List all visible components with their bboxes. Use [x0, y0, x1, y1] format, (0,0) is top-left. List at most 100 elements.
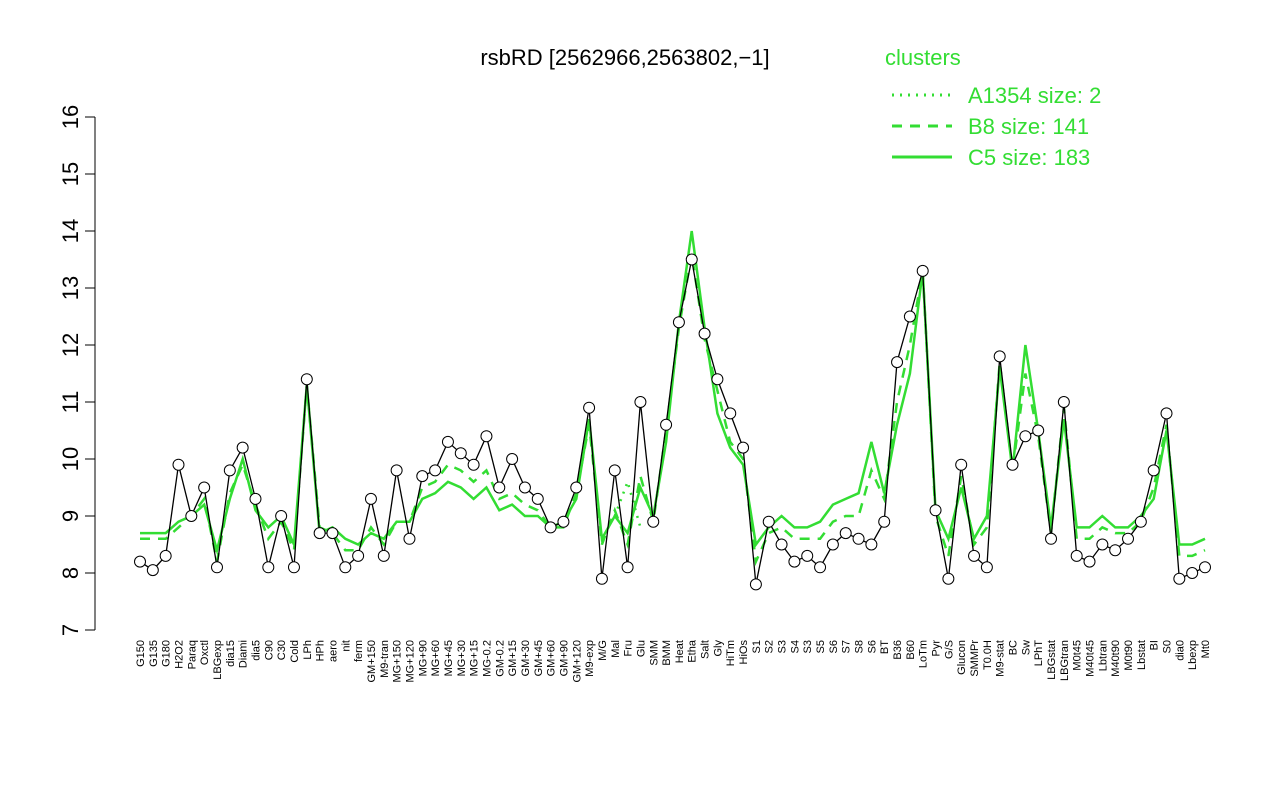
data-point	[1057, 396, 1070, 408]
data-point	[595, 572, 608, 585]
x-tick-label: Glu	[635, 640, 647, 657]
data-point	[236, 441, 249, 454]
data-point	[1186, 567, 1199, 579]
data-point	[159, 549, 172, 562]
y-tick-label: 8	[58, 567, 83, 579]
x-tick-label: Diami	[238, 640, 250, 668]
data-point	[608, 464, 621, 477]
y-tick-label: 16	[58, 105, 83, 129]
x-tick-label: M0t45	[1072, 640, 1084, 671]
x-tick-label: Mal	[610, 640, 622, 658]
x-tick-label: LBGexp	[212, 640, 224, 680]
x-tick-label: Paraq	[186, 640, 198, 669]
data-point	[916, 264, 929, 277]
x-tick-label: LoTm	[918, 640, 930, 668]
x-tick-label: S1	[751, 640, 763, 653]
data-point	[852, 532, 865, 545]
x-tick-label: MG-0.2	[481, 640, 493, 677]
data-point	[557, 515, 570, 528]
data-point	[377, 549, 390, 562]
data-point	[1199, 561, 1211, 574]
data-point	[339, 561, 352, 574]
data-point	[1083, 555, 1096, 568]
data-point	[711, 373, 724, 386]
x-tick-label: HiTm	[725, 640, 737, 666]
x-tick-label: Glucon	[956, 640, 968, 675]
x-tick-label: T0.0H	[982, 640, 994, 670]
data-point	[287, 561, 300, 574]
x-tick-label: LPhT	[1033, 640, 1045, 667]
x-tick-label: M40t45	[1085, 640, 1097, 677]
x-tick-label: GM+150	[366, 640, 378, 683]
data-point	[1173, 572, 1186, 585]
legend-label: B8 size: 141	[968, 114, 1089, 139]
data-point	[814, 561, 827, 574]
x-tick-label: B36	[892, 640, 904, 660]
legend-title: clusters	[885, 45, 961, 70]
data-point	[968, 549, 981, 562]
x-tick-label: G/S	[943, 640, 955, 659]
data-point	[826, 538, 839, 551]
x-tick-label: BI	[1149, 640, 1161, 650]
y-tick-label: 7	[58, 624, 83, 636]
data-point	[1109, 544, 1122, 557]
data-point	[865, 538, 878, 551]
data-point	[929, 504, 942, 517]
data-point	[775, 538, 788, 551]
data-point	[146, 564, 159, 577]
x-tick-label: Gly	[712, 640, 724, 657]
y-tick-label: 10	[58, 447, 83, 471]
data-point	[724, 407, 737, 420]
x-tick-label: LBGstat	[1046, 640, 1058, 680]
data-point	[416, 470, 429, 483]
x-tick-label: GM-0.2	[494, 640, 506, 677]
y-tick-label: 12	[58, 333, 83, 357]
x-tick-label: S4	[789, 640, 801, 653]
data-point	[364, 492, 377, 505]
data-point	[839, 527, 852, 540]
x-tick-label: B60	[905, 640, 917, 660]
x-tick-label: GM+60	[546, 640, 558, 676]
x-tick-label: LBGtran	[1059, 640, 1071, 681]
x-tick-label: HPh	[315, 640, 327, 661]
legend-label: A1354 size: 2	[968, 83, 1101, 108]
data-point	[172, 458, 185, 471]
data-point	[249, 492, 262, 505]
x-tick-label: H2O2	[173, 640, 185, 669]
x-tick-label: Lbexp	[1187, 640, 1199, 670]
data-point	[210, 561, 223, 574]
x-tick-label: G135	[148, 640, 160, 667]
data-point	[634, 396, 647, 408]
x-tick-label: nit	[340, 640, 352, 652]
data-point	[506, 453, 519, 465]
data-point	[275, 510, 288, 522]
data-point	[1006, 458, 1019, 471]
y-tick-label: 11	[58, 391, 83, 414]
x-tick-label: HiOs	[738, 640, 750, 665]
data-point	[1147, 464, 1160, 477]
data-point	[1070, 549, 1083, 562]
x-tick-label: MG+30	[456, 640, 468, 676]
line	[140, 230, 1206, 556]
legend-label: C5 size: 183	[968, 145, 1090, 170]
x-tick-label: S0	[1162, 640, 1174, 653]
x-tick-label: MG+150	[392, 640, 404, 683]
data-point	[454, 447, 467, 460]
x-tick-label: C30	[276, 640, 288, 660]
x-tick-label: MG+60	[430, 640, 442, 676]
data-point	[980, 561, 993, 574]
x-tick-label: BC	[1008, 640, 1020, 655]
data-point	[749, 578, 762, 591]
data-point	[441, 435, 454, 448]
data-point	[390, 464, 403, 477]
x-tick-label: MG+90	[417, 640, 429, 676]
x-tick-label: GM+15	[507, 640, 519, 676]
x-tick-label: M9-tran	[379, 640, 391, 678]
data-point	[403, 532, 416, 545]
data-point	[429, 464, 442, 477]
data-point	[134, 555, 146, 568]
x-tick-label: GM+45	[533, 640, 545, 676]
data-point	[621, 561, 634, 574]
data-point	[493, 481, 506, 494]
